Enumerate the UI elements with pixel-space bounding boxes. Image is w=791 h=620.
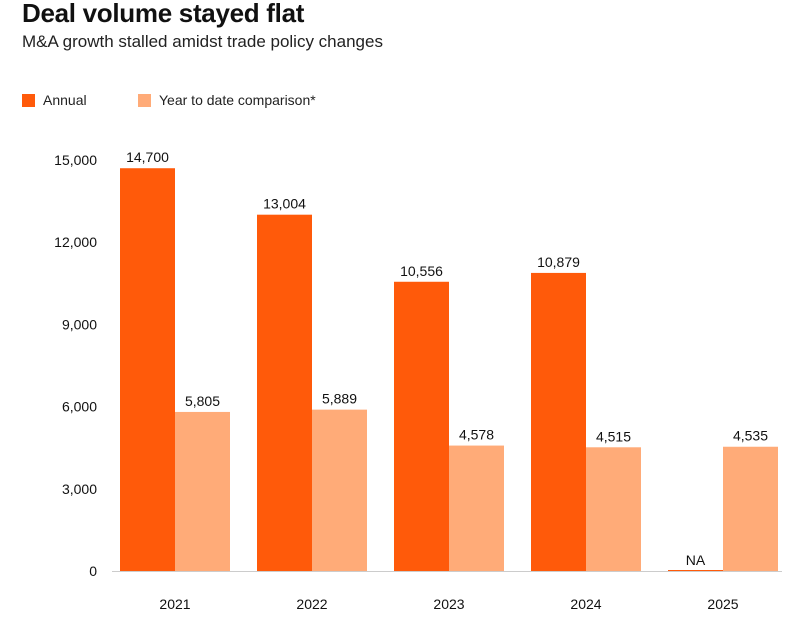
legend-swatch-ytd (138, 93, 151, 107)
bar-ytd-2021 (175, 411, 230, 571)
bar-ytd-2025 (723, 446, 778, 571)
bar-annual-2024 (531, 272, 586, 571)
value-label-ytd-2022: 5,889 (322, 391, 357, 407)
value-label-annual-2024: 10,879 (537, 254, 580, 270)
value-label-annual-2025: NA (686, 552, 706, 568)
value-label-annual-2022: 13,004 (263, 196, 306, 212)
y-tick-label: 0 (89, 563, 97, 579)
bar-annual-2022 (257, 214, 312, 571)
chart-subtitle: M&A growth stalled amidst trade policy c… (22, 32, 383, 51)
chart-title: Deal volume stayed flat (22, 0, 305, 28)
x-tick-label: 2023 (433, 596, 464, 612)
x-tick-label: 2021 (159, 596, 190, 612)
y-tick-label: 9,000 (62, 316, 97, 332)
bar-ytd-2024 (586, 447, 641, 571)
bar-annual-2025 (668, 570, 723, 571)
legend-item-annual: Annual (22, 92, 87, 108)
value-label-ytd-2023: 4,578 (459, 427, 494, 443)
y-tick-label: 15,000 (54, 152, 97, 168)
y-tick-label: 6,000 (62, 399, 97, 415)
y-tick-label: 12,000 (54, 234, 97, 250)
value-label-annual-2021: 14,700 (126, 149, 169, 165)
bar-annual-2021 (120, 168, 175, 571)
value-label-ytd-2021: 5,805 (185, 393, 220, 409)
x-tick-label: 2022 (296, 596, 327, 612)
legend-label-annual: Annual (43, 92, 87, 108)
legend-item-ytd: Year to date comparison* (138, 92, 316, 108)
x-tick-label: 2025 (707, 596, 738, 612)
value-label-annual-2023: 10,556 (400, 263, 443, 279)
legend-swatch-annual (22, 93, 35, 107)
value-label-ytd-2024: 4,515 (596, 428, 631, 444)
bar-ytd-2022 (312, 409, 367, 571)
y-tick-label: 3,000 (62, 481, 97, 497)
bar-ytd-2023 (449, 445, 504, 571)
bar-annual-2023 (394, 281, 449, 571)
legend-label-ytd: Year to date comparison* (159, 92, 316, 108)
value-label-ytd-2025: 4,535 (733, 428, 768, 444)
x-tick-label: 2024 (570, 596, 601, 612)
